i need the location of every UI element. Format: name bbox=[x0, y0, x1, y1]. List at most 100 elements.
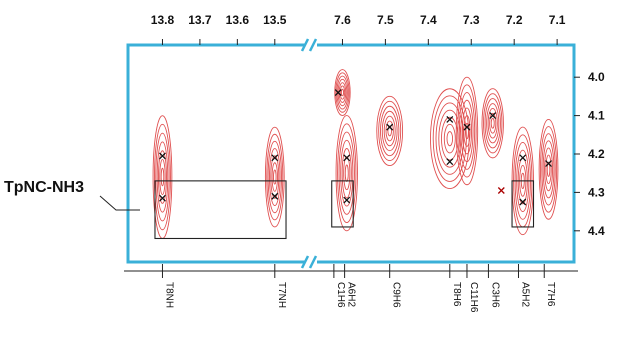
assignment-label: T8H6 bbox=[451, 282, 462, 307]
y-tick-label: 4.3 bbox=[588, 185, 605, 199]
assignment-label: C11H6 bbox=[468, 282, 479, 313]
peak-marker bbox=[489, 112, 497, 120]
highlight-box bbox=[511, 180, 535, 228]
contour-ring bbox=[381, 110, 398, 152]
contour-ring bbox=[481, 88, 504, 159]
assignment-label: A5H2 bbox=[519, 282, 530, 307]
contour-ring bbox=[271, 162, 278, 192]
contour-ring bbox=[457, 84, 477, 178]
axis-break-mark bbox=[308, 255, 318, 269]
contour-ring bbox=[267, 140, 282, 214]
contour-ring bbox=[344, 164, 349, 182]
assignment-label: T7H6 bbox=[545, 282, 556, 307]
x-tick-label: 7.1 bbox=[549, 13, 566, 27]
peak-marker bbox=[446, 115, 454, 123]
contour-ring bbox=[155, 132, 170, 222]
peak-markers bbox=[159, 89, 552, 206]
contour-ring bbox=[158, 150, 167, 204]
peak-marker bbox=[334, 89, 342, 97]
assignment-label: C3H6 bbox=[489, 282, 500, 308]
axis-break-mark bbox=[300, 38, 310, 52]
peak-marker bbox=[386, 123, 394, 131]
x-tick-label: 13.5 bbox=[263, 13, 287, 27]
contour-ring bbox=[337, 123, 357, 224]
contour-ring bbox=[435, 102, 465, 175]
contour-ring bbox=[539, 126, 558, 213]
x-tick-label: 7.3 bbox=[463, 13, 480, 27]
contour-ring bbox=[484, 98, 501, 149]
x-tick-label: 7.5 bbox=[377, 13, 394, 27]
y-tick-label: 4.2 bbox=[588, 147, 605, 161]
contour-ring bbox=[269, 148, 281, 206]
contour-ring bbox=[378, 100, 402, 162]
contour-ring bbox=[544, 147, 553, 192]
group-label-pointer bbox=[99, 195, 140, 211]
contour-ring bbox=[343, 156, 351, 191]
plot-frame bbox=[124, 38, 578, 272]
x-tick-label: 7.4 bbox=[420, 13, 437, 27]
group-label-layer: TpNC-NH3 bbox=[4, 179, 140, 211]
contour-ring bbox=[430, 88, 470, 189]
peak-marker bbox=[463, 123, 471, 131]
contour-ring bbox=[487, 108, 498, 139]
contour-ring bbox=[341, 148, 352, 199]
x-tick-label: 13.6 bbox=[226, 13, 250, 27]
peak-marker bbox=[159, 194, 166, 202]
contour-ring bbox=[486, 103, 500, 144]
contour-ring bbox=[336, 75, 349, 110]
peak-marker bbox=[497, 187, 505, 194]
highlight-box bbox=[154, 180, 287, 240]
contour-ring bbox=[335, 72, 350, 113]
assignment-label: T8NH bbox=[163, 282, 174, 308]
contour-ring bbox=[446, 131, 454, 147]
peak-marker bbox=[159, 152, 166, 160]
contour-layer bbox=[152, 69, 559, 239]
peak-marker bbox=[343, 154, 351, 162]
assignment-label: C1H6 bbox=[335, 282, 346, 308]
contour-ring bbox=[455, 76, 479, 186]
contour-ring bbox=[338, 131, 355, 215]
contour-ring bbox=[160, 167, 165, 187]
x-axis-ticks: 13.8 13.7 13.6 13.5 7.6 7.5 7.4 7.3 7.2 7.1 bbox=[151, 13, 566, 45]
contour-ring bbox=[335, 115, 358, 232]
contour-ring bbox=[465, 122, 469, 140]
peak-marker bbox=[446, 158, 454, 166]
assignment-label: C9H6 bbox=[391, 282, 402, 308]
frame-left-panel bbox=[126, 43, 305, 264]
x-tick-label: 13.7 bbox=[188, 13, 212, 27]
contour-ring bbox=[154, 123, 171, 231]
peak-marker bbox=[343, 196, 351, 204]
contour-ring bbox=[460, 99, 474, 163]
contour-ring bbox=[546, 161, 551, 177]
y-tick-label: 4.1 bbox=[588, 109, 605, 123]
x-tick-label: 7.2 bbox=[506, 13, 523, 27]
contour-ring bbox=[273, 169, 277, 185]
y-axis-ticks: 4.0 4.1 4.2 4.3 4.4 bbox=[574, 70, 605, 238]
contour-ring bbox=[458, 92, 476, 170]
contour-ring bbox=[541, 133, 556, 206]
contour-ring bbox=[159, 158, 166, 196]
axis-break-mark bbox=[300, 255, 310, 269]
peak-marker bbox=[271, 192, 279, 200]
contour-ring bbox=[483, 93, 503, 154]
x-tick-label: 13.8 bbox=[151, 13, 175, 27]
contour-ring bbox=[490, 117, 495, 129]
group-label: TpNC-NH3 bbox=[4, 179, 84, 196]
y-tick-label: 4.0 bbox=[588, 70, 605, 84]
contour-ring bbox=[266, 133, 284, 221]
contour-ring bbox=[545, 154, 552, 185]
contour-ring bbox=[461, 107, 473, 155]
contour-ring bbox=[489, 112, 497, 134]
contour-ring bbox=[383, 115, 396, 147]
axis-break-mark bbox=[308, 38, 318, 52]
contour-ring bbox=[376, 95, 404, 167]
peak-marker bbox=[545, 160, 552, 168]
peak-marker bbox=[271, 154, 279, 162]
contour-ring bbox=[443, 123, 456, 154]
contour-ring bbox=[156, 141, 169, 213]
contour-ring bbox=[538, 119, 559, 220]
assignment-label: A6H2 bbox=[346, 282, 357, 307]
peak-marker bbox=[519, 154, 527, 162]
peak-marker bbox=[519, 198, 527, 206]
assignment-labels: T8NH T7NH C1H6 A6H2 C9H6 T8H6 C11H6 C3H6 A5H2 T7H… bbox=[161, 264, 556, 313]
